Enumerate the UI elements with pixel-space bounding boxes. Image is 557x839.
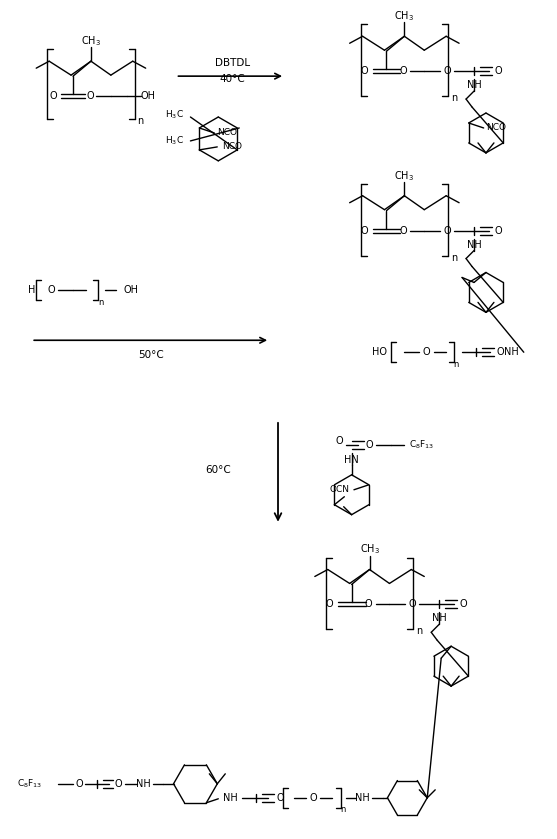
Text: O: O: [326, 599, 334, 609]
Text: CH$_3$: CH$_3$: [394, 169, 414, 183]
Text: O: O: [276, 793, 284, 803]
Text: O: O: [399, 226, 407, 236]
Text: O: O: [361, 66, 368, 76]
Text: OCN: OCN: [329, 485, 349, 494]
Text: O: O: [494, 226, 502, 236]
Text: n: n: [453, 360, 459, 368]
Text: O: O: [361, 226, 368, 236]
Text: 50°C: 50°C: [138, 350, 164, 360]
Text: DBTDL: DBTDL: [214, 58, 250, 68]
Text: O: O: [496, 347, 504, 357]
Text: O: O: [86, 91, 94, 101]
Text: NH: NH: [355, 793, 370, 803]
Text: O: O: [408, 599, 416, 609]
Text: n: n: [416, 626, 422, 636]
Text: O: O: [494, 66, 502, 76]
Text: 60°C: 60°C: [206, 465, 231, 475]
Text: NCO: NCO: [487, 123, 506, 133]
Text: O: O: [366, 440, 373, 450]
Text: CH$_3$: CH$_3$: [359, 543, 379, 556]
Text: n: n: [340, 805, 345, 815]
Text: O: O: [47, 285, 55, 295]
Text: NH: NH: [505, 347, 519, 357]
Text: NCO: NCO: [222, 143, 242, 151]
Text: O: O: [365, 599, 373, 609]
Text: n: n: [451, 93, 457, 103]
Text: H: H: [27, 285, 35, 295]
Text: H$_3$C: H$_3$C: [165, 135, 184, 147]
Text: C$_8$F$_{13}$: C$_8$F$_{13}$: [409, 439, 434, 451]
Text: n: n: [98, 298, 104, 307]
Text: CH$_3$: CH$_3$: [81, 34, 101, 48]
Text: n: n: [451, 253, 457, 263]
Text: O: O: [115, 779, 123, 789]
Text: OH: OH: [124, 285, 139, 295]
Text: NH: NH: [136, 779, 151, 789]
Text: HO: HO: [372, 347, 387, 357]
Text: O: O: [309, 793, 316, 803]
Text: NH: NH: [432, 613, 447, 623]
Text: OH: OH: [140, 91, 155, 101]
Text: O: O: [443, 66, 451, 76]
Text: CH$_3$: CH$_3$: [394, 9, 414, 23]
Text: C$_8$F$_{13}$: C$_8$F$_{13}$: [17, 778, 42, 790]
Text: O: O: [399, 66, 407, 76]
Text: NH: NH: [467, 80, 481, 90]
Text: NH: NH: [467, 240, 481, 249]
Text: O: O: [336, 436, 344, 446]
Text: HN: HN: [344, 455, 359, 465]
Text: O: O: [422, 347, 430, 357]
Text: O: O: [50, 91, 57, 101]
Text: NH: NH: [223, 793, 238, 803]
Text: O: O: [443, 226, 451, 236]
Text: n: n: [138, 116, 144, 126]
Text: O: O: [75, 779, 83, 789]
Text: O: O: [460, 599, 467, 609]
Text: NCO: NCO: [217, 128, 237, 138]
Text: 40°C: 40°C: [219, 74, 245, 84]
Text: H$_3$C: H$_3$C: [165, 109, 184, 122]
